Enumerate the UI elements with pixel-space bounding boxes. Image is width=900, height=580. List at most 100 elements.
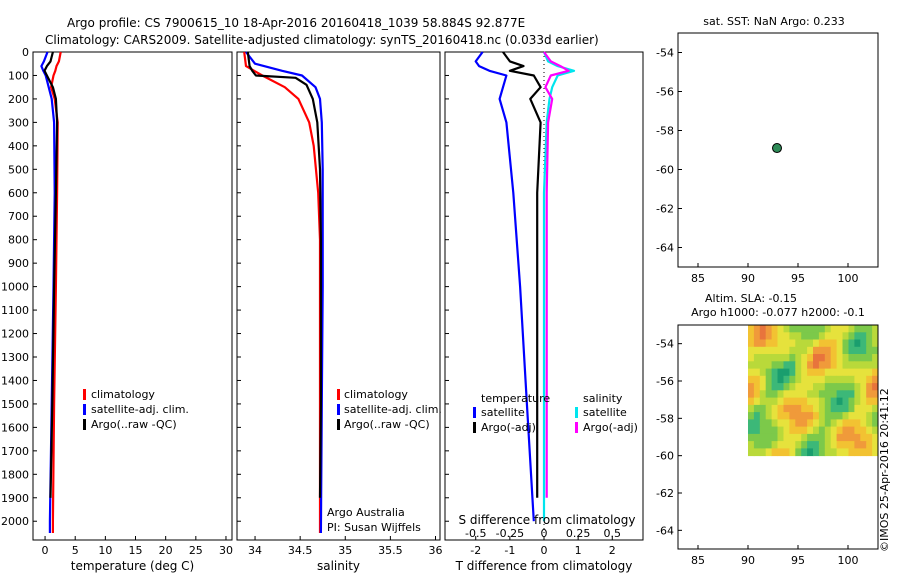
sla-heatmap-cell [801, 441, 808, 449]
sla_map-x-tick-label: 90 [741, 554, 755, 567]
sla-heatmap-cell [801, 368, 808, 377]
sla-heatmap-cell [872, 383, 879, 391]
difference-legend-title-temperature: temperature [481, 392, 550, 405]
sla-heatmap-cell [783, 332, 790, 340]
sla-heatmap-cell [801, 339, 808, 348]
sla-heatmap-cell [830, 375, 837, 384]
sla-heatmap-cell [872, 433, 879, 442]
sla-heatmap-cell [813, 397, 820, 406]
sla-heatmap-cell [860, 354, 867, 362]
sst_map-y-tick-label: -62 [656, 203, 674, 216]
difference-series-line [502, 51, 542, 498]
sla-heatmap-cell [866, 368, 873, 377]
sla-heatmap-cell [777, 412, 784, 420]
sla-heatmap-cell [748, 375, 755, 384]
temperature-y-tick-label: 900 [8, 257, 29, 270]
sla-heatmap-cell [818, 361, 826, 369]
temperature-y-tick-label: 800 [8, 234, 29, 247]
sla-heatmap-cell [771, 390, 778, 398]
sla-heatmap-cell [848, 419, 855, 428]
sla-heatmap-cell [801, 397, 808, 406]
salinity-profile-panel: 34 34.5 35 35.5 36 salinity climatology satelli… [236, 51, 442, 573]
sla-heatmap-cell [854, 354, 861, 362]
sla-heatmap-cell [807, 354, 814, 362]
sla-heatmap-cell [753, 346, 761, 355]
temperature-axes-frame [32, 51, 233, 541]
sla-heatmap-cell [789, 361, 796, 369]
sla-heatmap-cell [813, 325, 820, 333]
sla-heatmap-cell [765, 383, 772, 391]
sla-heatmap-cell [872, 325, 879, 333]
sla-heatmap-cell [783, 390, 790, 398]
sla-heatmap-cell [872, 404, 879, 413]
difference-secondary-x-tick-label: -0.5 [465, 527, 486, 540]
sla-heatmap-cell [771, 325, 778, 333]
sla-heatmap-cell [783, 368, 790, 377]
sla-heatmap-cell [748, 332, 755, 340]
sla-heatmap-cell [777, 390, 784, 398]
sla-heatmap-cell [807, 383, 814, 391]
sla-heatmap-cell [795, 404, 802, 413]
sla-heatmap-cell [836, 412, 843, 420]
sla-heatmap-cell [824, 383, 832, 391]
sla-heatmap-cell [759, 361, 767, 369]
sla-heatmap-cell [795, 346, 802, 355]
sla-heatmap-cell [813, 375, 820, 384]
sla-heatmap-cell [872, 361, 879, 369]
sla-heatmap-cell [860, 361, 867, 369]
sla-heatmap-cell [789, 433, 796, 442]
sla-heatmap-cell [842, 332, 849, 340]
sla-heatmap-cell [801, 383, 808, 391]
temperature-series-line [49, 51, 62, 533]
sla-heatmap-cell [860, 332, 867, 340]
sla-heatmap-cell [771, 354, 778, 362]
sla-heatmap-cell [866, 375, 873, 384]
sla-heatmap-cell [789, 325, 796, 333]
difference-secondary-x-tick-label: 0 [541, 527, 548, 540]
sla-heatmap-cell [813, 441, 820, 449]
sla-heatmap-cell [801, 419, 808, 428]
sla-heatmap-cell [813, 412, 820, 420]
sla-heatmap-cell [860, 448, 867, 457]
argo-float-marker [772, 143, 782, 154]
sla-heatmap-cell [848, 397, 855, 406]
sla-heatmap-cell [777, 346, 784, 355]
sla-heatmap-cell [842, 383, 849, 391]
sla-heatmap-cell [813, 419, 820, 428]
sla-heatmap-cell [759, 325, 767, 333]
sla-heatmap-cell [866, 390, 873, 398]
sla-heatmap-cell [866, 361, 873, 369]
difference-legend-label: satellite [481, 406, 525, 419]
sla-heatmap-cell [848, 375, 855, 384]
sla-heatmap-cell [830, 339, 837, 348]
sla-heatmap-cell [848, 441, 855, 449]
sla-heatmap-cell [830, 404, 837, 413]
difference-legend-title-salinity: salinity [583, 392, 623, 405]
sla-heatmap-cell [801, 390, 808, 398]
sla-heatmap-cell [842, 361, 849, 369]
sla-heatmap-cell [771, 412, 778, 420]
sla-heatmap-cell [818, 390, 826, 398]
sla-heatmap-cell [860, 397, 867, 406]
sla-heatmap-cell [848, 325, 855, 333]
salinity-legend-label: Argo(..raw -QC) [344, 418, 430, 431]
sla-heatmap-cell [830, 397, 837, 406]
sla-heatmap-cell [801, 332, 808, 340]
sla-heatmap-cell [748, 426, 755, 435]
temperature-x-tick-label: 0 [42, 544, 49, 557]
temperature-x-tick-label: 5 [72, 544, 79, 557]
sla-heatmap-cell [771, 332, 778, 340]
salinity-legend-label: climatology [344, 388, 408, 401]
sla-heatmap-cell [759, 419, 767, 428]
temperature-y-tick-label: 200 [8, 93, 29, 106]
sla-heatmap-cell [748, 448, 755, 457]
sla-heatmap-cell [848, 412, 855, 420]
sla-heatmap-cell [836, 441, 843, 449]
sla-heatmap-cell [854, 339, 861, 348]
sla-heatmap-cell [854, 383, 861, 391]
sla-heatmap-cell [848, 361, 855, 369]
sla-heatmap-cell [795, 390, 802, 398]
sla-heatmap-cell [801, 375, 808, 384]
temperature-y-tick-label: 100 [8, 69, 29, 82]
sla-heatmap-cell [789, 412, 796, 420]
